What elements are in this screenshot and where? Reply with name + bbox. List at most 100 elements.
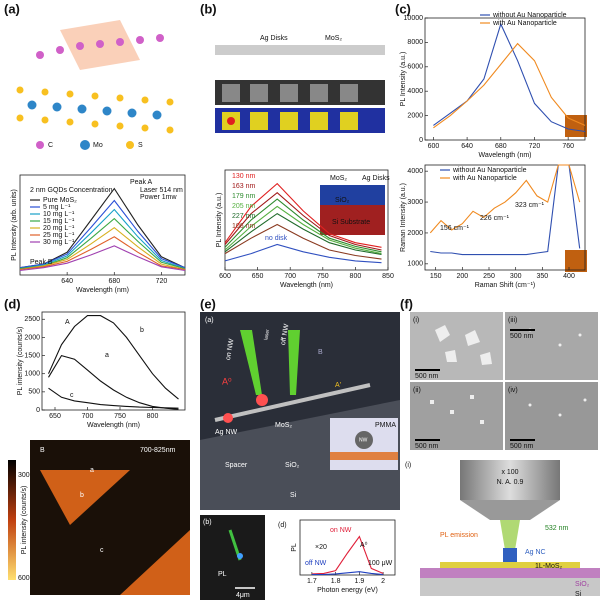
- annotation: A⁰: [360, 541, 368, 549]
- series-label: a: [105, 352, 109, 359]
- x-tick-label: 2: [381, 578, 385, 585]
- nanowire-schematic: [200, 312, 400, 600]
- objective-label: N. A. 0.9: [497, 479, 524, 486]
- image-label: 700-825nm: [140, 447, 176, 454]
- plot-frame: [224, 169, 389, 271]
- x-tick-label: 150: [430, 273, 442, 280]
- series-label: off NW: [305, 560, 327, 567]
- image-label: SiO₂: [285, 462, 300, 469]
- x-tick-label: 1.9: [355, 578, 365, 585]
- subpanel-label: (ii): [413, 387, 421, 394]
- x-tick-label: 640: [61, 278, 73, 285]
- y-tick-label: 1500: [24, 352, 40, 359]
- x-tick-label: 850: [382, 273, 394, 280]
- y-tick-label: 3000: [407, 199, 423, 206]
- image-label: MoS₂: [275, 422, 292, 429]
- series-label: 106 nm: [232, 223, 256, 230]
- annotation: 100 μW: [368, 560, 393, 567]
- series-label: 179 nm: [232, 193, 256, 200]
- x-tick-label: 400: [563, 273, 575, 280]
- line-series: [48, 387, 179, 409]
- line-series: [19, 208, 186, 270]
- annotation: 226 cm⁻¹: [480, 215, 510, 222]
- setup-diagram: [420, 460, 600, 596]
- y-tick-label: 6000: [407, 64, 423, 71]
- annotation: Peak A: [130, 179, 153, 186]
- line-series: [311, 535, 384, 575]
- subpanel-label: (a): [205, 317, 214, 324]
- scale-label: 4μm: [236, 592, 250, 599]
- x-tick-label: 250: [483, 273, 495, 280]
- image-label: B: [318, 349, 323, 356]
- y-tick-label: 1000: [407, 261, 423, 268]
- y-tick-label: 10000: [404, 15, 424, 22]
- laser-label: 532 nm: [545, 525, 569, 532]
- panel-label: (d): [4, 296, 21, 311]
- series-label: on NW: [330, 527, 352, 534]
- line-series: [19, 199, 186, 269]
- image-label: on NW: [225, 338, 236, 361]
- legend-text: 30 mg L⁻¹: [43, 239, 75, 246]
- x-tick-label: 350: [536, 273, 548, 280]
- scale-label: 500 nm: [415, 373, 439, 380]
- subpanel-label: (iii): [508, 317, 517, 324]
- x-axis-label: Wavelength (nm): [76, 287, 129, 294]
- image-label: Ag NW: [215, 429, 238, 436]
- x-tick-label: 300: [510, 273, 522, 280]
- y-tick-label: 0: [36, 407, 40, 414]
- x-tick-label: 720: [156, 278, 168, 285]
- plot-frame: [19, 174, 186, 276]
- x-tick-label: 800: [147, 413, 159, 420]
- annotation: MoS₂: [330, 175, 347, 182]
- colorbar-label: PL intensity (counts/s): [21, 486, 28, 555]
- inset-label: NW: [359, 437, 368, 443]
- y-tick-label: 4000: [407, 168, 423, 175]
- annotation: SiO₂: [335, 197, 350, 204]
- y-axis-label: PL Intensity (a.u.): [216, 193, 223, 248]
- image-label: A⁰: [222, 376, 232, 386]
- series-label: no disk: [265, 235, 288, 242]
- panel-label: (a): [4, 1, 20, 16]
- image-label: Si: [290, 492, 297, 499]
- scale-label: 500 nm: [415, 443, 439, 450]
- subpanel-label: (i): [405, 462, 411, 469]
- x-tick-label: 1.7: [307, 578, 317, 585]
- annotation: Power 1mw: [140, 194, 178, 201]
- legend-text: with Au Nanoparticle: [492, 20, 557, 27]
- x-tick-label: 640: [461, 143, 473, 150]
- inset-image: [565, 250, 587, 272]
- scale-label: 500 nm: [510, 333, 534, 340]
- series-label: 227 nm: [232, 213, 256, 220]
- inset-label: PMMA: [375, 422, 396, 429]
- plot-frame: [424, 164, 586, 271]
- line-series: [224, 243, 382, 264]
- y-axis-label: PL Intensity (a.u.): [400, 52, 407, 107]
- layer-label: Si: [575, 591, 582, 598]
- nc-label: Ag NC: [525, 549, 546, 556]
- y-tick-label: 2500: [24, 316, 40, 323]
- image-label: B: [40, 447, 45, 454]
- y-axis-label: PL Intensity (arb. units): [11, 189, 18, 261]
- y-tick-label: 500: [28, 389, 40, 396]
- x-tick-label: 750: [317, 273, 329, 280]
- line-series: [47, 315, 179, 400]
- x-tick-label: 760: [562, 143, 574, 150]
- line-series: [433, 22, 586, 133]
- scale-label: 500 nm: [510, 443, 534, 450]
- sem-images: [410, 312, 598, 450]
- image-label: A': [335, 382, 341, 389]
- line-series: [430, 164, 581, 256]
- subpanel-label: (iv): [508, 387, 518, 394]
- x-tick-label: 600: [219, 273, 231, 280]
- y-tick-label: 2000: [407, 230, 423, 237]
- legend-text: S: [138, 142, 143, 149]
- image-label: Ag Disks: [260, 35, 288, 42]
- x-tick-label: 800: [350, 273, 362, 280]
- line-series: [311, 571, 384, 576]
- image-label: c: [100, 547, 104, 554]
- y-tick-label: 8000: [407, 39, 423, 46]
- line-series: [224, 212, 382, 256]
- plot-frame: [424, 17, 586, 141]
- disk-images: [215, 45, 385, 133]
- annotation: Ag Disks: [362, 175, 390, 182]
